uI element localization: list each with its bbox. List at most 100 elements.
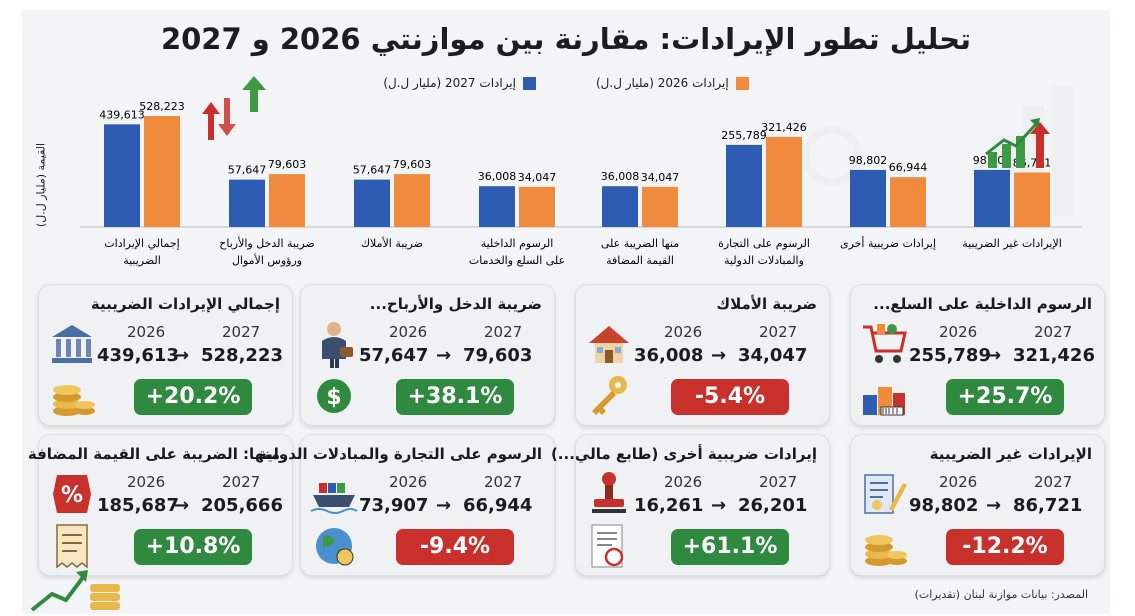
- percent-tag-icon: %: [47, 469, 97, 519]
- category-label-2-0: ضريبة الأملاك: [361, 236, 423, 250]
- category-label-7-0: الإيرادات غير الضريبية: [962, 237, 1062, 250]
- bar-label-2027-2: 57,647: [353, 164, 392, 177]
- card-title: ضريبة الدخل والأرباح...: [369, 295, 542, 313]
- category-label-6-0: إيرادات ضريبية أخرى: [840, 236, 936, 250]
- receipt-icon: [47, 521, 97, 571]
- up-down-arrows-icon: [200, 96, 236, 142]
- category-label-1-0: ضريبة الدخل والأرباح: [219, 236, 314, 250]
- rubber-stamp-icon: [584, 469, 634, 519]
- bar-2026-6: [890, 177, 926, 227]
- change-badge: +38.1%: [396, 379, 514, 415]
- bar-label-2027-0: 439,613: [99, 108, 145, 121]
- card-value-2027: 86,721: [1013, 495, 1083, 516]
- summary-card: الرسوم على التجارة والمبادلات الدولية 202…: [258, 434, 555, 576]
- growth-chart-icon: [984, 114, 1056, 170]
- bar-label-2026-1: 79,603: [268, 158, 307, 171]
- card-year-2026: 2026: [664, 323, 703, 341]
- card-title: ضريبة الأملاك: [716, 295, 817, 313]
- house-icon: [584, 319, 634, 369]
- category-label-5-1: والمبادلات الدولية: [724, 254, 804, 267]
- card-year-2026: 2026: [939, 473, 978, 491]
- legend-item-2027: إيرادات 2027 (مليار ل.ل): [383, 76, 536, 90]
- change-badge: +61.1%: [671, 529, 789, 565]
- bar-2026-7: [1014, 172, 1050, 227]
- card-value-2027: 66,944: [463, 495, 533, 516]
- bar-2026-1: [269, 174, 305, 227]
- stamped-document-icon: [584, 521, 634, 571]
- bar-label-2026-0: 528,223: [139, 100, 185, 113]
- source-note: المصدر: بيانات موازنة لبنان (تقديرات): [914, 588, 1088, 601]
- card-year-2026: 2026: [389, 323, 428, 341]
- bar-2026-2: [394, 174, 430, 227]
- legend-label-2026: إيرادات 2026 (مليار ل.ل): [596, 76, 729, 90]
- card-value-2026: 439,613: [97, 345, 179, 366]
- bar-label-2027-1: 57,647: [228, 164, 267, 177]
- card-year-2027: 2027: [1034, 323, 1073, 341]
- card-title: الإيرادات غير الضريبية: [929, 445, 1092, 463]
- bar-2026-3: [519, 186, 555, 227]
- card-title: الرسوم على التجارة والمبادلات الدولية: [258, 445, 542, 463]
- bar-label-2026-4: 34,047: [641, 171, 680, 184]
- card-arrow-icon: →: [436, 495, 452, 516]
- summary-card: إجمالي الإيرادات الضريبية 2026 2027 439,613…: [38, 284, 293, 426]
- bar-2027-7: [974, 169, 1010, 227]
- bar-label-2027-3: 36,008: [478, 170, 517, 183]
- svg-text:%: %: [61, 483, 83, 508]
- coins-icon: [859, 521, 909, 571]
- dollar-coin-icon: $: [309, 371, 359, 421]
- summary-card: منها: الضريبة على القيمة المضافة% 2026 202…: [28, 434, 293, 576]
- bar-2026-0: [144, 116, 180, 227]
- coins-icon: [47, 371, 97, 421]
- bar-2026-4: [642, 186, 678, 227]
- card-value-2027: 34,047: [738, 345, 808, 366]
- change-badge: +10.8%: [134, 529, 252, 565]
- bar-2027-2: [354, 179, 390, 227]
- card-value-2026: 98,802: [909, 495, 979, 516]
- bank-icon: [47, 319, 97, 369]
- card-value-2026: 255,789: [909, 345, 991, 366]
- card-value-2026: 57,647: [359, 345, 429, 366]
- change-badge: -5.4%: [671, 379, 789, 415]
- card-value-2027: 79,603: [463, 345, 533, 366]
- summary-card: الإيرادات غير الضريبية 2026 2027 98,802 → 86,…: [850, 434, 1105, 576]
- category-label-5-0: الرسوم على التجارة: [718, 237, 810, 250]
- legend-label-2027: إيرادات 2027 (مليار ل.ل): [383, 76, 516, 90]
- category-label-4-1: القيمة المضافة: [606, 254, 674, 267]
- card-year-2026: 2026: [939, 323, 978, 341]
- card-title: إيرادات ضريبية أخرى (طابع مالي...): [550, 445, 817, 463]
- summary-card: الرسوم الداخلية على السلع... 2026 2027 255,…: [850, 284, 1105, 426]
- card-year-2027: 2027: [759, 323, 798, 341]
- legend-item-2026: إيرادات 2026 (مليار ل.ل): [596, 76, 749, 90]
- corner-growth-icon: [28, 566, 138, 614]
- goods-icon: [859, 371, 909, 421]
- globe-icon: [309, 521, 359, 571]
- chart-legend: إيرادات 2026 (مليار ل.ل) إيرادات 2027 (م…: [22, 76, 1110, 90]
- category-label-0-0: إجمالي الإيرادات: [104, 237, 179, 250]
- bar-label-2027-4: 36,008: [601, 170, 640, 183]
- legend-swatch-2026: [735, 76, 749, 90]
- card-year-2027: 2027: [484, 473, 523, 491]
- up-arrow-icon: [240, 76, 268, 112]
- infographic: تحليل تطور الإيرادات: مقارنة بين موازنتي…: [22, 10, 1110, 614]
- card-arrow-icon: →: [711, 345, 727, 366]
- card-year-2026: 2026: [389, 473, 428, 491]
- card-value-2027: 321,426: [1013, 345, 1095, 366]
- summary-card: إيرادات ضريبية أخرى (طابع مالي...) 2026 20…: [551, 434, 830, 576]
- card-year-2026: 2026: [664, 473, 703, 491]
- category-label-4-0: منها الضريبة على: [601, 237, 679, 250]
- card-title: منها: الضريبة على القيمة المضافة: [27, 445, 280, 463]
- card-value-2026: 73,907: [359, 495, 429, 516]
- bar-label-2026-3: 34,047: [518, 171, 557, 184]
- card-value-2027: 528,223: [201, 345, 283, 366]
- shopping-cart-icon: [859, 319, 909, 369]
- card-year-2027: 2027: [222, 473, 261, 491]
- bar-2027-4: [602, 186, 638, 227]
- card-value-2026: 185,687: [97, 495, 179, 516]
- bar-2027-0: [104, 124, 140, 227]
- card-title: الرسوم الداخلية على السلع...: [873, 295, 1092, 313]
- page-title: تحليل تطور الإيرادات: مقارنة بين موازنتي…: [160, 22, 972, 56]
- keys-icon: [584, 371, 634, 421]
- summary-card: ضريبة الأملاك 2026 2027 36,008 → 34,047 -5.4%: [575, 284, 830, 426]
- card-value-2027: 26,201: [738, 495, 808, 516]
